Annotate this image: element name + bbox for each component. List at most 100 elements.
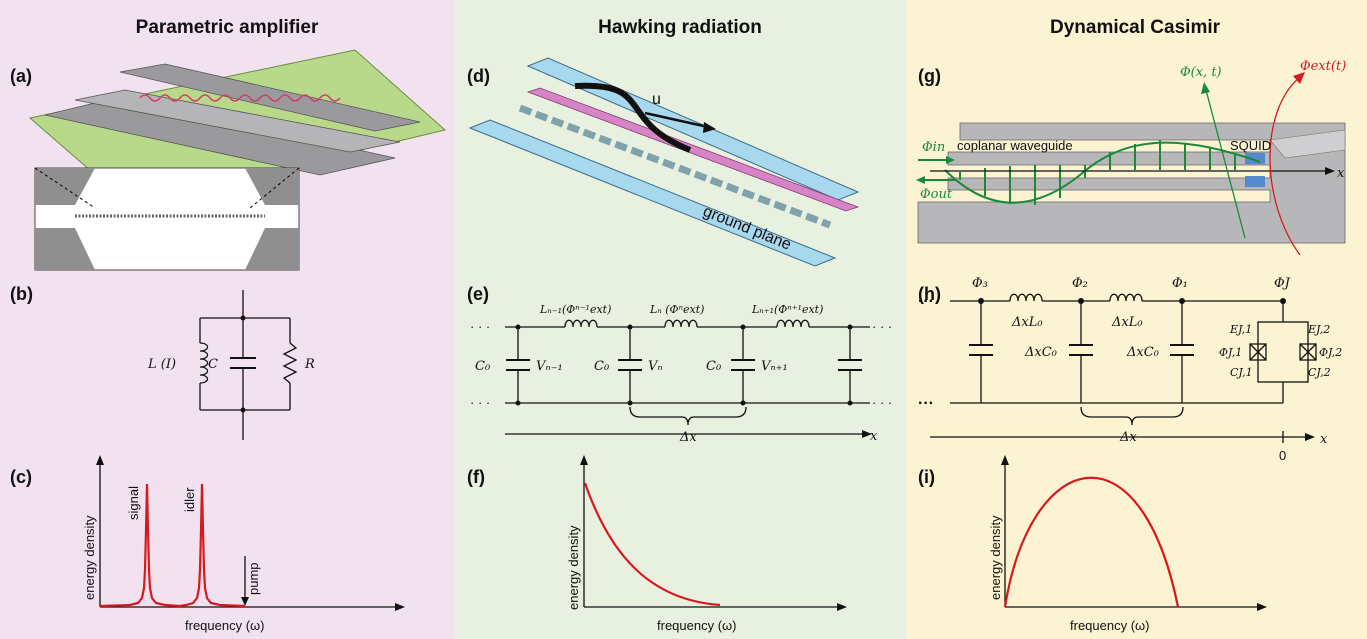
dots-bottom-left: · · · [470, 395, 490, 410]
dots-h-top: ··· [918, 293, 934, 310]
panel-label-i: (i) [918, 467, 935, 487]
label-CJ2: CJ,2 [1308, 366, 1331, 379]
panel-a-device [28, 49, 447, 271]
panel-b-circuit: L (I) C R [147, 290, 315, 440]
panel-f-spectrum: energy density frequency (ω) [566, 455, 847, 633]
label-signal: signal [126, 486, 141, 520]
label-L-prev: Lₙ₋₁(Φⁿ⁻¹ext) [539, 303, 611, 316]
label-coplanar-waveguide: coplanar waveguide [957, 138, 1073, 153]
spectrum-curve [99, 483, 246, 608]
strip-upper [526, 57, 860, 201]
label-dxL0-1: ΔxL₀ [1011, 315, 1043, 330]
xlabel-frequency-c: frequency (ω) [185, 618, 265, 633]
column-bg-hawking [455, 0, 907, 639]
panel-label-g: (g) [918, 66, 941, 86]
squid-chain [139, 94, 341, 102]
panel-h-circuit: ··· ··· Φ₃ Φ₂ Φ₁ ΦJ ΔxL₀ ΔxL₀ ΔxC₀ ΔxC₀ … [918, 276, 1342, 463]
label-zero: 0 [1279, 448, 1286, 463]
label-CJ1: CJ,1 [1230, 366, 1253, 379]
label-x-g: x [1337, 166, 1345, 181]
label-dxC0-2: ΔxC₀ [1126, 345, 1160, 360]
label-velocity: u [652, 91, 661, 108]
inductor-n [664, 319, 698, 328]
pad-left-bottom [35, 228, 95, 270]
label-capacitance: C [208, 357, 218, 372]
label-L-next: Lₙ₊₁(Φⁿ⁺¹ext) [751, 303, 823, 316]
waveguide-right-end [1269, 129, 1346, 159]
label-PhiJ1: ΦJ,1 [1219, 346, 1242, 359]
panel-g-device: x Φ(x, t) Φext(t) Φin Φout coplanar wave… [916, 59, 1346, 256]
label-phi-in: Φin [922, 140, 945, 155]
label-phi2: Φ₂ [1072, 276, 1088, 291]
zoom-line-right [249, 167, 300, 209]
junction-2 [1299, 343, 1317, 361]
pink-line [526, 87, 860, 212]
label-C0-3: C₀ [706, 359, 722, 374]
panel-label-c: (c) [10, 467, 32, 487]
inductor-n-plus-1 [776, 319, 810, 328]
squid-junction-top [1245, 153, 1265, 164]
panel-d-device: u ground plane [468, 57, 860, 267]
panel-i-spectrum: energy density frequency (ω) [988, 455, 1267, 633]
dots-h-bottom: ··· [918, 395, 934, 412]
panel-label-f: (f) [467, 467, 485, 487]
label-phi-xt: Φ(x, t) [1180, 65, 1222, 80]
pump-pulse [574, 82, 692, 153]
label-x-e: x [870, 429, 878, 444]
panel-c-spectrum: energy density frequency (ω) signal idle… [82, 455, 405, 633]
panel-e-circuit: · · · · · · · · · · · · Lₙ₋₁(Φⁿ⁻¹ext) Lₙ… [470, 303, 892, 445]
label-resistance: R [304, 357, 315, 372]
inductor-h-2 [1109, 293, 1143, 302]
center-conductor [74, 89, 401, 153]
squid-array [518, 104, 832, 229]
phi-xt-pointer [1205, 89, 1246, 239]
column-title-casimir: Dynamical Casimir [1050, 17, 1221, 38]
resistor-symbol [282, 342, 298, 384]
velocity-arrow [644, 111, 709, 129]
pad-right-bottom [245, 228, 299, 270]
squid-junction-bottom [1245, 176, 1265, 187]
label-idler: idler [182, 487, 197, 512]
ylabel-energy-density-i: energy density [988, 515, 1003, 600]
xlabel-frequency-f: frequency (ω) [657, 618, 737, 633]
panel-label-h: (h) [918, 284, 941, 304]
dots-bottom-right: · · · [872, 395, 892, 410]
label-V-next: Vₙ₊₁ [761, 359, 788, 374]
pad-right-top [245, 168, 299, 205]
label-phi-ext: Φext(t) [1300, 59, 1346, 74]
panel-label-e: (e) [467, 284, 489, 304]
label-phi-out: Φout [920, 187, 953, 202]
xlabel-frequency-i: frequency (ω) [1070, 618, 1150, 633]
label-PhiJ2: ΦJ,2 [1319, 346, 1342, 359]
inductor-symbol [199, 342, 209, 384]
label-pump: pump [246, 562, 261, 595]
brace-dx-h [1080, 406, 1184, 426]
zoom-line-left [34, 167, 96, 209]
label-EJ1: EJ,1 [1229, 323, 1252, 336]
pad-left-top [35, 168, 95, 205]
thermal-curve [583, 482, 721, 607]
label-dxL0-2: ΔxL₀ [1111, 315, 1143, 330]
label-phi3: Φ₃ [972, 276, 988, 291]
ylabel-energy-density-f: energy density [566, 525, 581, 610]
label-V-prev: Vₙ₋₁ [536, 359, 563, 374]
label-L-cur: Lₙ (Φⁿext) [649, 303, 704, 316]
column-title-hawking: Hawking radiation [598, 17, 762, 38]
phi-ext-loop [1269, 76, 1301, 256]
casimir-curve [1003, 476, 1180, 608]
ylabel-energy-density-c: energy density [82, 515, 97, 600]
label-inductance: L (I) [147, 357, 176, 372]
panel-label-a: (a) [10, 66, 32, 86]
label-V-cur: Vₙ [648, 359, 663, 374]
strip-lower [468, 119, 837, 267]
field-wave [944, 141, 1261, 204]
dots-top-right: · · · [872, 319, 892, 334]
label-x-h: x [1320, 432, 1328, 447]
brace-dx [629, 406, 747, 426]
panel-label-d: (d) [467, 66, 490, 86]
label-C0-1: C₀ [475, 359, 491, 374]
label-dxC0-1: ΔxC₀ [1024, 345, 1058, 360]
panel-label-b: (b) [10, 284, 33, 304]
